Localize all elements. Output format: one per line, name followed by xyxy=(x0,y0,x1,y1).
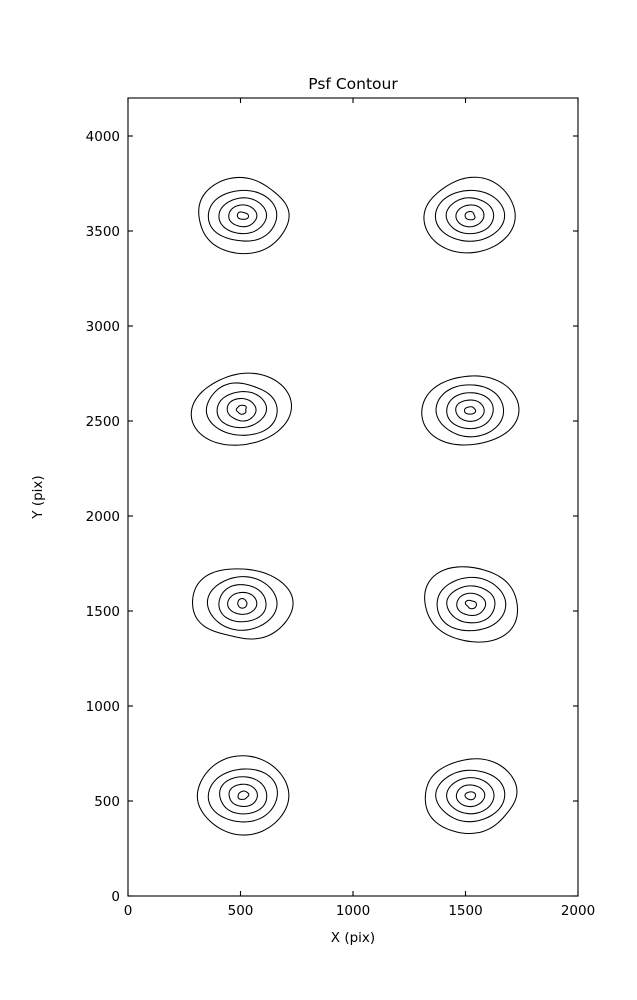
contour-level-4 xyxy=(455,784,486,808)
contour-level-2 xyxy=(205,382,278,436)
x-axis-ticks: 0 500 1000 1500 2000 xyxy=(124,98,595,919)
contour-level-3 xyxy=(219,776,268,815)
contour-level-5 xyxy=(464,210,476,221)
contour-level-1 xyxy=(424,566,519,643)
contour-level-3 xyxy=(216,391,268,429)
y-axis-label: Y (pix) xyxy=(30,475,46,519)
contour-level-1 xyxy=(424,758,518,835)
contour-level-3 xyxy=(445,197,495,235)
contour-level-2 xyxy=(436,576,507,632)
psf-c1-r4 xyxy=(196,755,290,836)
contour-level-4 xyxy=(226,397,257,422)
contour-level-4 xyxy=(455,204,485,228)
axes-frame xyxy=(127,97,579,897)
psf-c1-r3 xyxy=(192,568,294,640)
contour-level-1 xyxy=(192,568,294,640)
y-tick-label: 500 xyxy=(94,794,120,810)
contour-level-4 xyxy=(228,204,258,228)
y-tick-label: 4000 xyxy=(86,129,120,145)
psf-c1-r1 xyxy=(198,176,290,255)
y-tick-label: 3000 xyxy=(86,319,120,335)
contour-level-3 xyxy=(446,585,496,624)
contour-level-5 xyxy=(237,790,250,800)
contour-level-5 xyxy=(464,599,477,610)
contour-level-5 xyxy=(235,404,247,415)
contour-level-1 xyxy=(190,372,293,446)
chart-title: Psf Contour xyxy=(308,75,398,93)
contour-level-4 xyxy=(228,783,258,808)
contour-level-5 xyxy=(237,598,248,609)
contour-series-group xyxy=(190,176,520,836)
contour-level-3 xyxy=(446,392,494,430)
contour-level-2 xyxy=(435,769,506,823)
contour-level-4 xyxy=(227,591,258,615)
contour-level-4 xyxy=(455,399,485,422)
contour-level-5 xyxy=(464,791,477,801)
psf-c1-r2 xyxy=(190,372,293,446)
contour-level-2 xyxy=(207,189,278,242)
x-axis-label: X (pix) xyxy=(331,930,375,946)
x-tick-label: 1000 xyxy=(336,903,370,919)
contour-level-2 xyxy=(434,189,506,242)
y-tick-label: 1000 xyxy=(86,699,120,715)
contour-level-5 xyxy=(236,211,250,220)
contour-level-1 xyxy=(198,176,290,255)
contour-level-2 xyxy=(206,576,278,631)
y-tick-label: 3500 xyxy=(86,224,120,240)
contour-level-2 xyxy=(207,768,278,823)
contour-level-1 xyxy=(196,755,290,836)
y-tick-label: 1500 xyxy=(86,604,120,620)
y-tick-label: 0 xyxy=(111,889,120,905)
y-tick-label: 2000 xyxy=(86,509,120,525)
x-tick-label: 1500 xyxy=(448,903,482,919)
x-tick-label: 0 xyxy=(124,903,133,919)
psf-c2-r3 xyxy=(424,566,519,643)
x-tick-label: 500 xyxy=(228,903,254,919)
contour-level-4 xyxy=(456,592,487,616)
contour-level-5 xyxy=(463,406,477,415)
contour-level-3 xyxy=(218,197,268,235)
x-tick-label: 2000 xyxy=(561,903,595,919)
contour-level-3 xyxy=(446,777,495,815)
psf-c2-r2 xyxy=(421,375,520,446)
y-tick-label: 2500 xyxy=(86,414,120,430)
contour-level-1 xyxy=(423,176,516,254)
y-axis-ticks: 0 500 1000 1500 2000 2500 3000 3500 4000 xyxy=(86,129,578,905)
contour-level-3 xyxy=(218,584,267,623)
contour-level-2 xyxy=(435,384,505,438)
contour-level-1 xyxy=(421,375,520,446)
psf-c2-r1 xyxy=(423,176,516,254)
psf-c2-r4 xyxy=(424,758,518,835)
